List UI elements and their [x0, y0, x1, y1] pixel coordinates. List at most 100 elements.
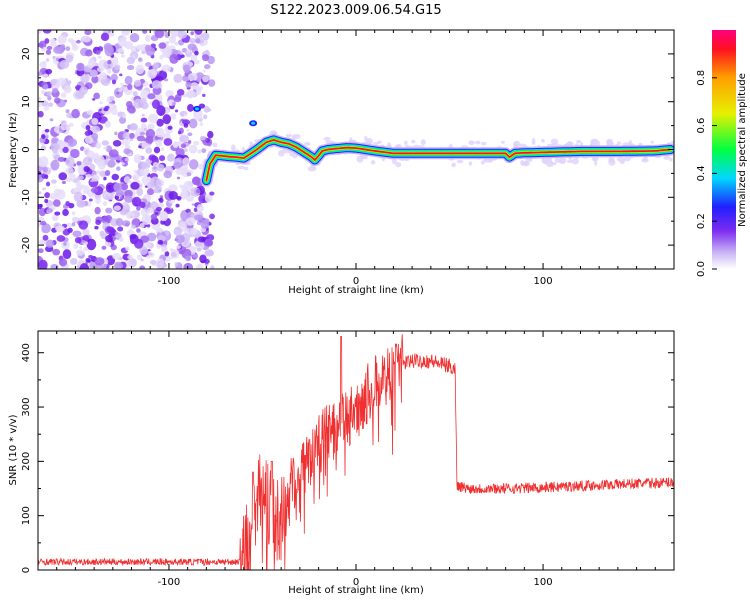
noise-blob: [196, 77, 201, 83]
noise-blob: [103, 176, 107, 181]
noise-blob: [49, 118, 54, 122]
halo-blob: [377, 140, 382, 144]
noise-blob: [101, 140, 110, 146]
noise-blob: [101, 245, 107, 250]
noise-blob: [38, 239, 47, 245]
noise-blob: [209, 191, 215, 196]
halo-blob: [550, 138, 559, 145]
noise-blob: [146, 207, 154, 214]
snr-ytick-label: 0: [21, 567, 32, 573]
noise-blob: [167, 153, 175, 162]
noise-blob: [99, 170, 107, 177]
noise-blob: [125, 246, 130, 252]
colorbar-tick-label: 0.6: [696, 118, 707, 134]
halo-blob: [451, 162, 456, 168]
ridge-band-core: [205, 138, 672, 182]
noise-blob: [44, 105, 50, 111]
noise-blob: [65, 54, 74, 63]
noise-blob: [190, 54, 198, 63]
noise-blob: [128, 228, 133, 234]
halo-blob: [387, 142, 392, 148]
noise-blob: [147, 123, 155, 130]
halo-blob: [212, 142, 218, 148]
halo-blob: [669, 157, 673, 162]
noise-blob: [122, 113, 127, 119]
noise-blob: [185, 255, 191, 262]
noise-blob: [180, 143, 187, 149]
noise-blob: [95, 49, 101, 55]
noise-blob: [146, 69, 157, 79]
noise-blob: [124, 189, 133, 198]
noise-blob: [38, 110, 44, 118]
noise-blob: [151, 80, 162, 89]
noise-blob: [65, 201, 70, 207]
noise-blob: [91, 117, 99, 125]
noise-blob: [158, 197, 164, 203]
noise-blob: [194, 214, 203, 221]
noise-blob: [155, 212, 159, 215]
ridge-band-outer: [200, 133, 674, 187]
noise-blob: [78, 246, 83, 249]
noise-blob: [139, 246, 148, 256]
noise-blob: [141, 214, 151, 226]
noise-blob: [119, 116, 127, 124]
noise-blob: [107, 160, 116, 168]
spectrogram-xtick-label: -100: [158, 276, 181, 287]
noise-blob: [177, 30, 188, 39]
noise-blob: [76, 199, 86, 208]
noise-blob: [62, 249, 72, 260]
halo-blob: [663, 155, 671, 160]
noise-blob: [128, 180, 133, 184]
noise-blob: [120, 82, 124, 86]
noise-blob: [138, 57, 142, 62]
noise-blob: [168, 184, 178, 192]
snr-xlabel: Height of straight line (km): [288, 585, 424, 596]
halo-blob: [558, 159, 565, 164]
noise-blob: [132, 91, 138, 97]
halo-blob: [525, 157, 533, 163]
noise-blob: [39, 61, 47, 69]
snr-panel: -100 0 100 0 100 200 300 400 Height of straight…: [8, 330, 675, 596]
noise-blob: [183, 148, 188, 153]
noise-blob: [79, 184, 86, 190]
noise-blob: [42, 30, 52, 34]
noise-blob: [112, 140, 122, 147]
noise-blob: [44, 38, 50, 44]
noise-blob: [150, 176, 160, 188]
noise-blob: [139, 131, 146, 136]
noise-blob: [103, 42, 113, 52]
noise-blob: [50, 159, 60, 171]
noise-blob: [72, 230, 82, 238]
halo-blob: [594, 160, 598, 166]
noise-blob: [142, 30, 148, 34]
noise-blob: [185, 217, 196, 226]
noise-blob: [137, 161, 148, 170]
noise-blob: [176, 176, 181, 180]
noise-blob: [108, 31, 115, 37]
halo-blob: [323, 136, 331, 141]
halo-blob: [395, 161, 402, 168]
noise-blob: [119, 159, 124, 163]
noise-blob: [133, 154, 142, 164]
halo-blob: [230, 144, 236, 152]
noise-blob: [46, 58, 50, 62]
noise-blob: [154, 30, 165, 39]
noise-blob: [76, 161, 82, 166]
figure-title: S122.2023.009.06.54.G15: [270, 3, 441, 18]
noise-blob: [42, 73, 49, 79]
noise-blob: [106, 226, 115, 233]
noise-blob: [136, 254, 142, 261]
halo-blob: [404, 140, 408, 146]
noise-blob: [50, 38, 56, 44]
noise-blob: [89, 163, 96, 171]
noise-blob: [109, 95, 115, 101]
noise-blob: [158, 155, 166, 162]
noise-blob: [153, 146, 161, 154]
noise-blob: [158, 42, 167, 49]
noise-blob: [148, 113, 159, 124]
noise-blob: [174, 262, 179, 267]
noise-blob: [148, 154, 157, 161]
noise-blob: [206, 249, 214, 256]
noise-blob: [120, 196, 124, 200]
noise-blob: [124, 157, 129, 162]
